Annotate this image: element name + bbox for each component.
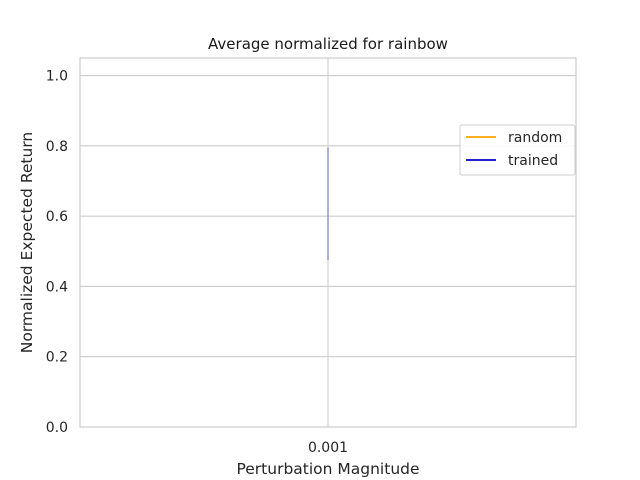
y-tick-label: 0.2	[46, 350, 68, 366]
y-tick-label: 0.8	[46, 139, 68, 155]
tick-labels: 0.0 0.2 0.4 0.6 0.8 1.0 0.001	[46, 69, 348, 456]
y-tick-label: 0.0	[46, 420, 68, 436]
legend-label-random: random	[508, 130, 562, 146]
plot-frame	[79, 57, 577, 428]
legend-label-trained: trained	[508, 153, 558, 169]
grid	[80, 58, 576, 428]
chart-title: Average normalized for rainbow	[208, 35, 448, 53]
x-tick-label: 0.001	[308, 440, 348, 456]
legend: random trained	[459, 124, 576, 176]
y-tick-label: 1.0	[46, 69, 68, 85]
y-tick-label: 0.4	[46, 279, 68, 295]
y-tick-label: 0.6	[46, 209, 68, 225]
x-axis-label: Perturbation Magnitude	[236, 460, 419, 478]
y-axis-label: Normalized Expected Return	[18, 132, 36, 354]
